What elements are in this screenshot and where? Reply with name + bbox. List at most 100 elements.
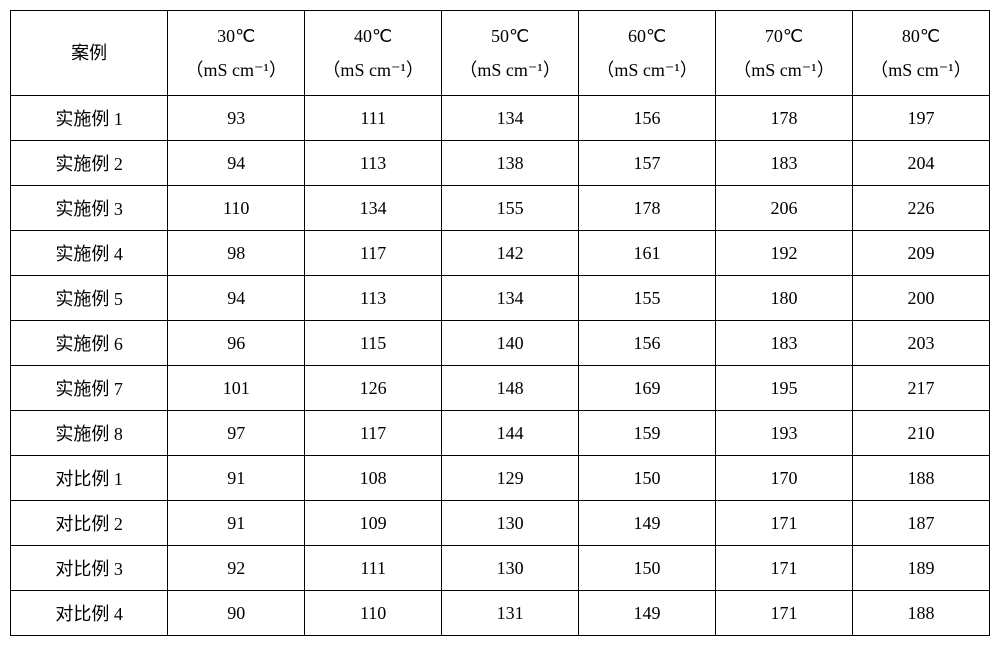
cell-value: 91 [168, 456, 305, 501]
cell-value: 150 [579, 456, 716, 501]
cell-value: 98 [168, 231, 305, 276]
table-row: 实施例 7 101 126 148 169 195 217 [11, 366, 990, 411]
cell-value: 170 [716, 456, 853, 501]
cell-value: 161 [579, 231, 716, 276]
cell-value: 111 [305, 546, 442, 591]
cell-value: 226 [852, 186, 989, 231]
col-header-case-label: 案例 [71, 43, 107, 63]
cell-value: 169 [579, 366, 716, 411]
cell-value: 113 [305, 141, 442, 186]
cell-value: 157 [579, 141, 716, 186]
col-header-50c-temp: 50℃ [442, 19, 578, 53]
cell-value: 171 [716, 591, 853, 636]
cell-value: 188 [852, 456, 989, 501]
table-row: 对比例 3 92 111 130 150 171 189 [11, 546, 990, 591]
cell-value: 148 [442, 366, 579, 411]
cell-value: 96 [168, 321, 305, 366]
col-header-30c-unit: （mS cm⁻¹） [168, 53, 304, 87]
col-header-30c: 30℃ （mS cm⁻¹） [168, 11, 305, 96]
cell-value: 131 [442, 591, 579, 636]
row-label: 对比例 4 [11, 591, 168, 636]
cell-value: 130 [442, 501, 579, 546]
cell-value: 117 [305, 411, 442, 456]
cell-value: 150 [579, 546, 716, 591]
cell-value: 94 [168, 276, 305, 321]
row-label: 实施例 5 [11, 276, 168, 321]
cell-value: 203 [852, 321, 989, 366]
table-row: 对比例 4 90 110 131 149 171 188 [11, 591, 990, 636]
cell-value: 92 [168, 546, 305, 591]
cell-value: 134 [442, 276, 579, 321]
cell-value: 110 [305, 591, 442, 636]
cell-value: 144 [442, 411, 579, 456]
cell-value: 178 [579, 186, 716, 231]
cell-value: 171 [716, 546, 853, 591]
col-header-70c: 70℃ （mS cm⁻¹） [716, 11, 853, 96]
table-row: 实施例 4 98 117 142 161 192 209 [11, 231, 990, 276]
cell-value: 183 [716, 321, 853, 366]
row-label: 实施例 1 [11, 96, 168, 141]
col-header-40c-unit: （mS cm⁻¹） [305, 53, 441, 87]
table-row: 实施例 3 110 134 155 178 206 226 [11, 186, 990, 231]
col-header-80c-temp: 80℃ [853, 19, 989, 53]
table-row: 对比例 1 91 108 129 150 170 188 [11, 456, 990, 501]
row-label: 实施例 2 [11, 141, 168, 186]
cell-value: 117 [305, 231, 442, 276]
table-row: 实施例 5 94 113 134 155 180 200 [11, 276, 990, 321]
cell-value: 97 [168, 411, 305, 456]
conductivity-table: 案例 30℃ （mS cm⁻¹） 40℃ （mS cm⁻¹） 50℃ （mS c… [10, 10, 990, 636]
cell-value: 94 [168, 141, 305, 186]
table-row: 实施例 8 97 117 144 159 193 210 [11, 411, 990, 456]
cell-value: 156 [579, 96, 716, 141]
col-header-30c-temp: 30℃ [168, 19, 304, 53]
cell-value: 189 [852, 546, 989, 591]
table-header-row: 案例 30℃ （mS cm⁻¹） 40℃ （mS cm⁻¹） 50℃ （mS c… [11, 11, 990, 96]
cell-value: 149 [579, 591, 716, 636]
table-body: 实施例 1 93 111 134 156 178 197 实施例 2 94 11… [11, 96, 990, 636]
col-header-80c: 80℃ （mS cm⁻¹） [852, 11, 989, 96]
cell-value: 134 [305, 186, 442, 231]
cell-value: 197 [852, 96, 989, 141]
cell-value: 126 [305, 366, 442, 411]
row-label: 对比例 3 [11, 546, 168, 591]
cell-value: 183 [716, 141, 853, 186]
cell-value: 109 [305, 501, 442, 546]
table-row: 实施例 2 94 113 138 157 183 204 [11, 141, 990, 186]
cell-value: 111 [305, 96, 442, 141]
row-label: 对比例 2 [11, 501, 168, 546]
cell-value: 193 [716, 411, 853, 456]
row-label: 实施例 3 [11, 186, 168, 231]
cell-value: 156 [579, 321, 716, 366]
cell-value: 90 [168, 591, 305, 636]
cell-value: 113 [305, 276, 442, 321]
cell-value: 91 [168, 501, 305, 546]
col-header-40c-temp: 40℃ [305, 19, 441, 53]
col-header-60c: 60℃ （mS cm⁻¹） [579, 11, 716, 96]
cell-value: 110 [168, 186, 305, 231]
col-header-50c-unit: （mS cm⁻¹） [442, 53, 578, 87]
row-label: 实施例 7 [11, 366, 168, 411]
cell-value: 178 [716, 96, 853, 141]
cell-value: 195 [716, 366, 853, 411]
row-label: 实施例 8 [11, 411, 168, 456]
cell-value: 140 [442, 321, 579, 366]
cell-value: 93 [168, 96, 305, 141]
cell-value: 209 [852, 231, 989, 276]
col-header-60c-temp: 60℃ [579, 19, 715, 53]
cell-value: 200 [852, 276, 989, 321]
cell-value: 187 [852, 501, 989, 546]
col-header-80c-unit: （mS cm⁻¹） [853, 53, 989, 87]
cell-value: 134 [442, 96, 579, 141]
col-header-60c-unit: （mS cm⁻¹） [579, 53, 715, 87]
cell-value: 108 [305, 456, 442, 501]
cell-value: 142 [442, 231, 579, 276]
cell-value: 159 [579, 411, 716, 456]
col-header-70c-temp: 70℃ [716, 19, 852, 53]
col-header-40c: 40℃ （mS cm⁻¹） [305, 11, 442, 96]
cell-value: 204 [852, 141, 989, 186]
table-row: 实施例 1 93 111 134 156 178 197 [11, 96, 990, 141]
cell-value: 180 [716, 276, 853, 321]
cell-value: 217 [852, 366, 989, 411]
row-label: 实施例 6 [11, 321, 168, 366]
cell-value: 149 [579, 501, 716, 546]
